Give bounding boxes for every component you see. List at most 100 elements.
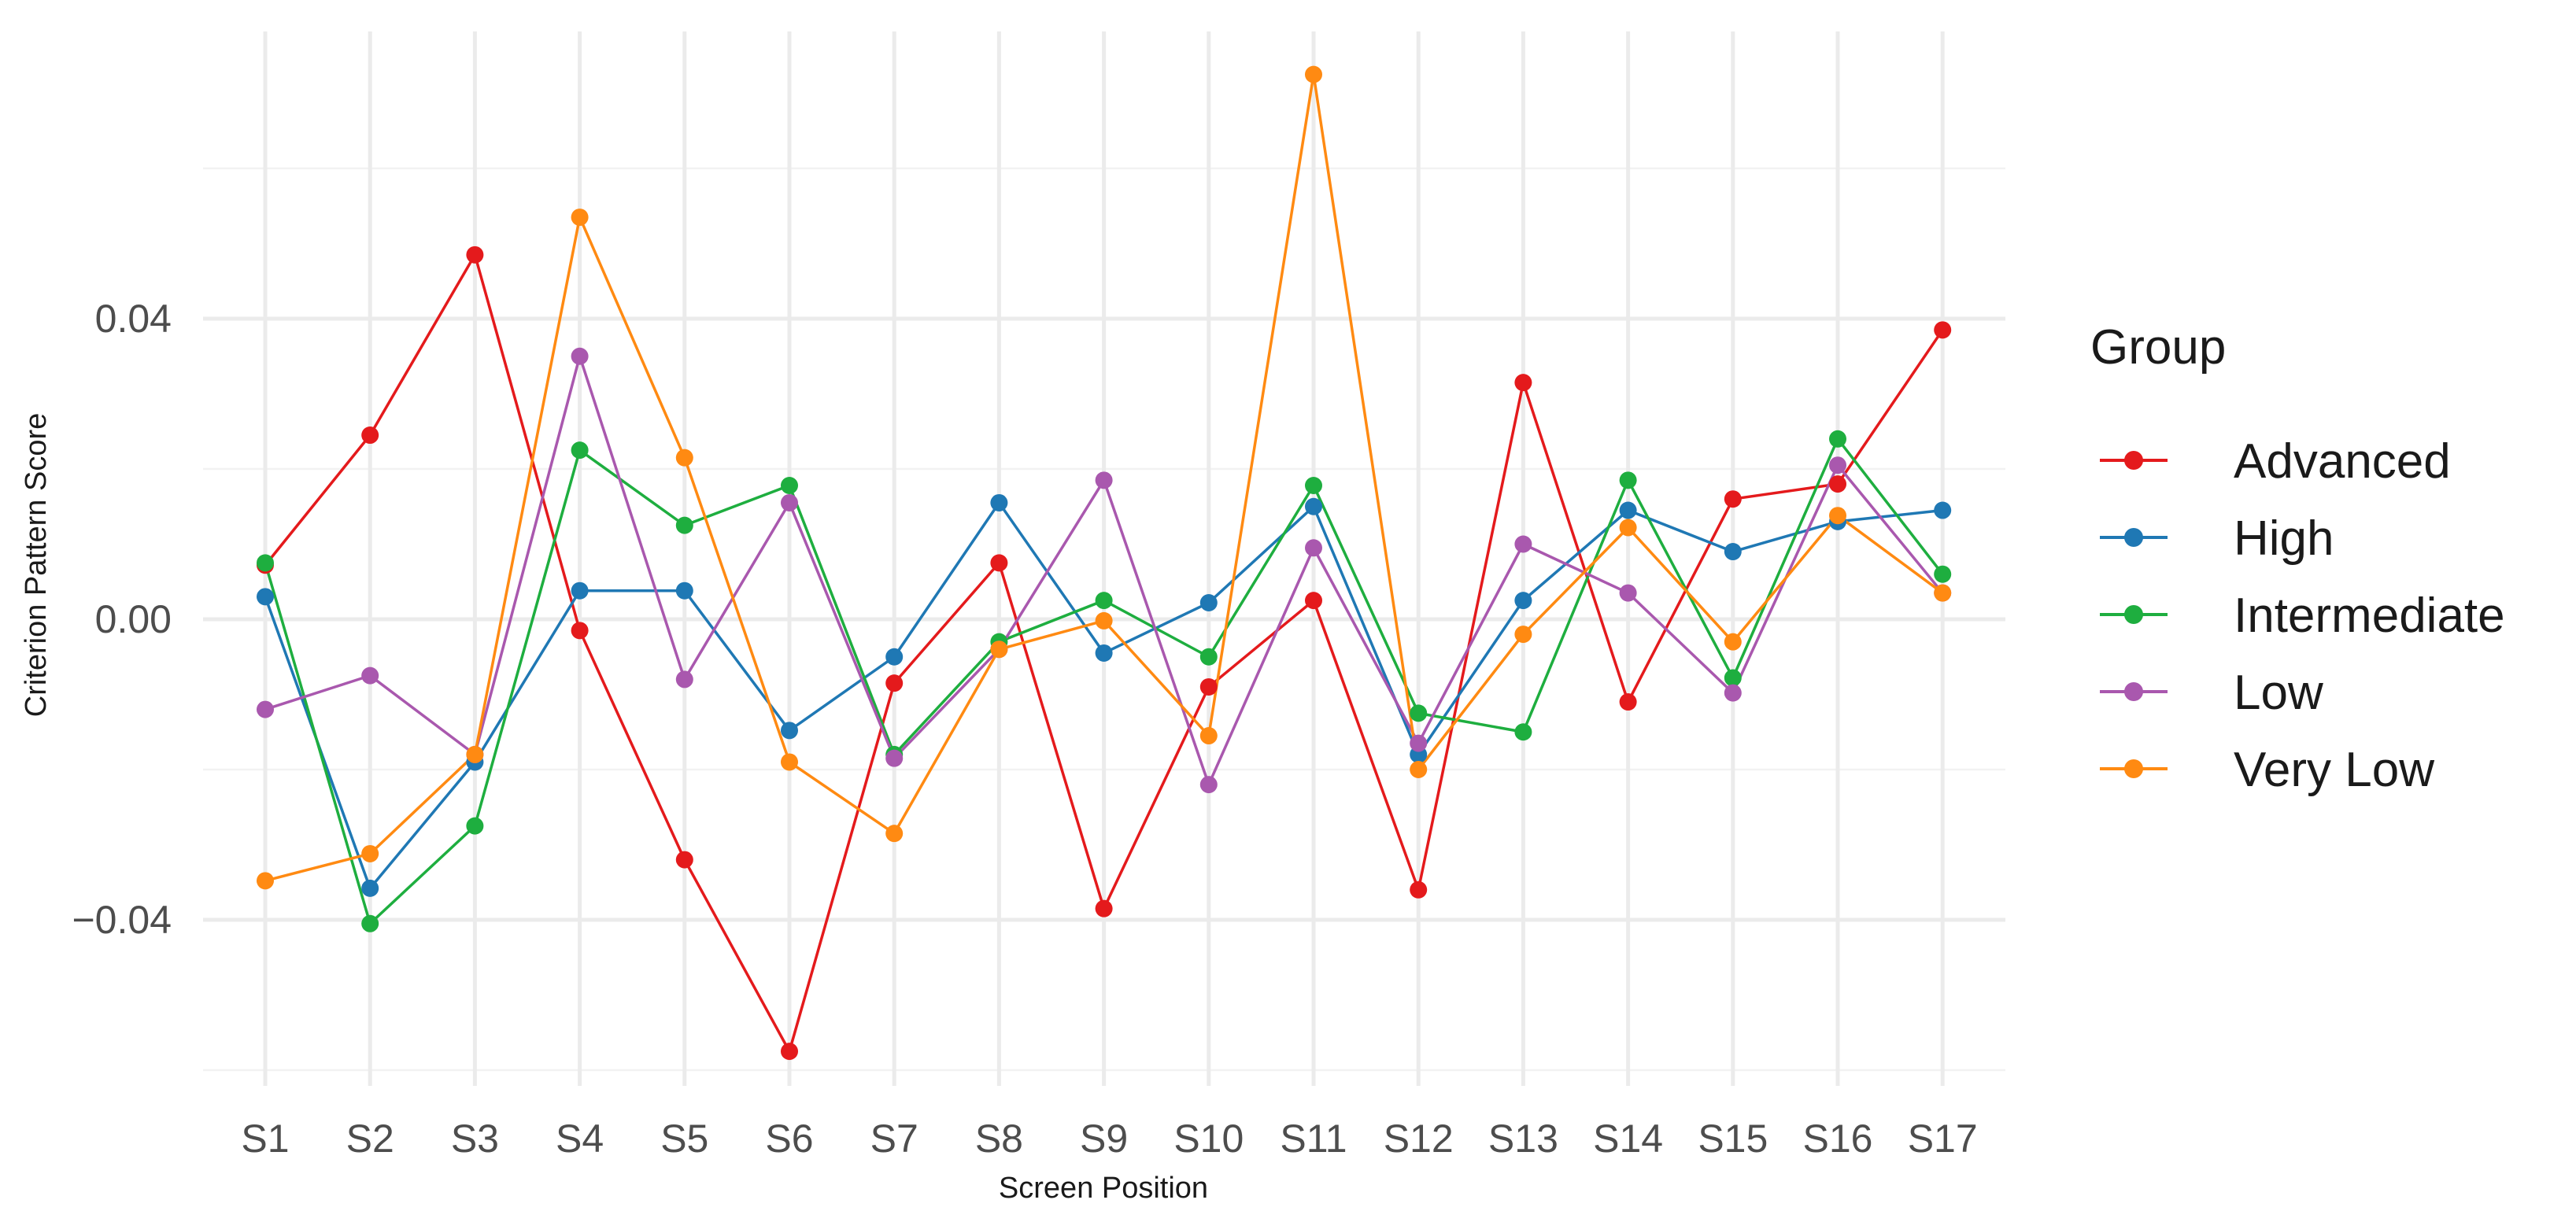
point-low-s4 <box>571 347 589 365</box>
point-high-s6 <box>781 722 798 740</box>
point-very-low-s9 <box>1095 611 1113 629</box>
point-very-low-s1 <box>257 872 274 890</box>
point-high-s11 <box>1305 497 1322 515</box>
x-tick-label: S12 <box>1384 1117 1454 1161</box>
point-very-low-s5 <box>675 449 693 467</box>
point-intermediate-s2 <box>361 914 379 932</box>
point-high-s2 <box>361 879 379 897</box>
point-high-s10 <box>1199 593 1218 611</box>
point-high-s13 <box>1514 592 1532 610</box>
y-tick-label: 0.04 <box>95 297 172 341</box>
point-very-low-s8 <box>990 641 1008 659</box>
point-advanced-s8 <box>990 554 1008 572</box>
point-low-s10 <box>1199 776 1218 794</box>
point-very-low-s13 <box>1514 626 1532 644</box>
series-points <box>257 65 1952 1061</box>
point-low-s2 <box>361 666 379 685</box>
point-high-s17 <box>1934 501 1952 519</box>
point-intermediate-s9 <box>1095 592 1113 610</box>
point-very-low-s6 <box>781 753 798 771</box>
point-intermediate-s1 <box>257 554 274 572</box>
point-advanced-s7 <box>885 674 904 692</box>
point-advanced-s2 <box>361 426 379 445</box>
point-advanced-s13 <box>1514 374 1532 392</box>
point-advanced-s14 <box>1619 693 1637 711</box>
x-tick-label: S8 <box>975 1117 1023 1161</box>
x-tick-label: S17 <box>1908 1117 1978 1161</box>
y-axis-ticks: −0.04 0.00 0.04 <box>72 297 172 942</box>
point-intermediate-s16 <box>1829 430 1846 448</box>
legend-label: Very Low <box>2234 743 2434 797</box>
legend-item-high: High <box>2100 511 2334 566</box>
point-low-s5 <box>675 670 693 689</box>
x-tick-label: S3 <box>451 1117 499 1161</box>
point-very-low-s12 <box>1410 761 1428 778</box>
point-very-low-s7 <box>885 825 904 843</box>
legend-key-point <box>2124 451 2143 470</box>
x-tick-label: S9 <box>1080 1117 1128 1161</box>
x-tick-label: S7 <box>870 1117 918 1161</box>
legend-key-point <box>2124 759 2143 778</box>
point-low-s13 <box>1514 535 1532 553</box>
point-high-s1 <box>257 588 274 606</box>
point-advanced-s11 <box>1305 592 1322 610</box>
point-intermediate-s4 <box>571 441 589 460</box>
point-intermediate-s14 <box>1619 471 1637 489</box>
point-very-low-s3 <box>466 745 484 763</box>
point-very-low-s14 <box>1619 519 1637 537</box>
x-axis-title: Screen Position <box>999 1172 1208 1205</box>
point-advanced-s6 <box>781 1043 798 1061</box>
point-advanced-s16 <box>1829 475 1846 493</box>
legend-title: Group <box>2090 320 2226 375</box>
x-tick-label: S5 <box>660 1117 708 1161</box>
point-low-s7 <box>885 749 904 767</box>
legend: Group Advanced High Intermediate Low Very Lo… <box>2090 320 2505 797</box>
point-low-s15 <box>1724 684 1742 702</box>
point-intermediate-s3 <box>466 817 484 835</box>
legend-key-point <box>2124 605 2143 624</box>
y-tick-label: −0.04 <box>72 898 172 942</box>
point-intermediate-s10 <box>1199 648 1218 666</box>
x-tick-label: S11 <box>1280 1117 1347 1161</box>
legend-key-point <box>2124 528 2143 547</box>
point-advanced-s10 <box>1199 677 1218 696</box>
grid <box>203 31 2005 1086</box>
y-tick-label: 0.00 <box>95 597 172 641</box>
point-intermediate-s13 <box>1514 723 1532 741</box>
point-intermediate-s5 <box>675 516 693 534</box>
legend-item-low: Low <box>2100 666 2323 720</box>
x-tick-label: S10 <box>1173 1117 1244 1161</box>
point-high-s4 <box>571 581 589 600</box>
x-tick-label: S16 <box>1803 1117 1873 1161</box>
point-intermediate-s11 <box>1305 477 1322 495</box>
point-very-low-s15 <box>1724 633 1742 651</box>
legend-key-point <box>2124 682 2143 701</box>
point-very-low-s11 <box>1305 65 1322 83</box>
point-high-s7 <box>885 648 904 666</box>
point-very-low-s2 <box>361 844 379 862</box>
legend-label: Advanced <box>2234 434 2451 489</box>
point-low-s1 <box>257 700 274 718</box>
point-advanced-s5 <box>675 851 693 869</box>
point-advanced-s12 <box>1410 881 1428 899</box>
legend-label: Intermediate <box>2234 589 2505 643</box>
point-low-s9 <box>1095 471 1113 489</box>
legend-item-very-low: Very Low <box>2100 743 2434 797</box>
point-low-s14 <box>1619 584 1637 602</box>
point-very-low-s10 <box>1199 727 1218 745</box>
point-low-s11 <box>1305 539 1322 557</box>
x-axis-ticks: S1 S2 S3 S4 S5 S6 S7 S8 S9 S10 S11 S12 S13 S14 S15 S16 S… <box>241 1117 1977 1161</box>
x-tick-label: S15 <box>1698 1117 1768 1161</box>
point-very-low-s16 <box>1829 507 1846 525</box>
x-tick-label: S4 <box>556 1117 604 1161</box>
point-intermediate-s12 <box>1410 704 1428 722</box>
point-high-s9 <box>1095 644 1113 662</box>
point-high-s8 <box>990 493 1008 511</box>
x-tick-label: S13 <box>1488 1117 1558 1161</box>
point-high-s14 <box>1619 501 1637 519</box>
point-advanced-s3 <box>466 246 484 264</box>
x-tick-label: S2 <box>346 1117 394 1161</box>
legend-label: Low <box>2234 666 2323 720</box>
point-advanced-s4 <box>571 622 589 640</box>
